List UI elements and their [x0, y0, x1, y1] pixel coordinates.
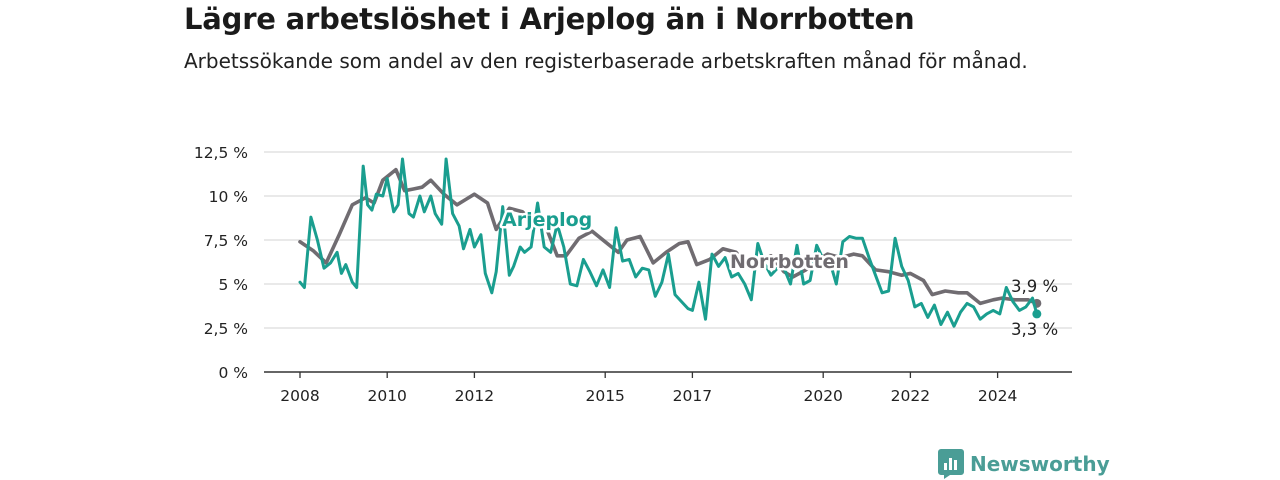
endpoint-arjeplog — [1032, 309, 1042, 319]
end-value-norrbotten: 3,9 % — [1011, 277, 1058, 296]
series-labels: Arjeplog Norrbotten 3,9 % 3,3 % — [500, 207, 1059, 340]
y-tick-label: 2,5 % — [204, 320, 248, 338]
x-axis: 2008 2010 2012 2015 2017 2020 2022 2024 — [264, 371, 1072, 405]
y-tick-label: 12,5 % — [194, 144, 248, 162]
series-label-arjeplog: Arjeplog — [502, 209, 592, 231]
y-tick-label: 5 % — [218, 276, 248, 294]
y-tick-label: 0 % — [218, 364, 248, 382]
x-tick-label: 2022 — [891, 387, 930, 405]
x-tick-label: 2024 — [978, 387, 1017, 405]
newsworthy-logo-icon — [938, 449, 964, 479]
chart-title: Lägre arbetslöshet i Arjeplog än i Norrb… — [184, 2, 915, 36]
x-tick-label: 2008 — [280, 387, 319, 405]
series-label-norrbotten: Norrbotten — [730, 251, 849, 273]
brand-name: Newsworthy — [970, 452, 1110, 476]
y-tick-label: 10 % — [209, 188, 248, 206]
end-value-arjeplog: 3,3 % — [1011, 320, 1058, 339]
x-tick-label: 2020 — [803, 387, 842, 405]
x-tick-label: 2010 — [367, 387, 406, 405]
series-line-norrbotten — [298, 167, 1039, 306]
y-axis-ticks: 0 % 2,5 % 5 % 7,5 % 10 % 12,5 % — [194, 144, 248, 382]
series-line-arjeplog — [298, 157, 1039, 328]
x-tick-label: 2012 — [455, 387, 494, 405]
series-lines — [298, 157, 1042, 328]
y-tick-label: 7,5 % — [204, 232, 248, 250]
newsworthy-brand[interactable]: Newsworthy — [938, 449, 1110, 479]
x-tick-label: 2015 — [585, 387, 624, 405]
chart-subtitle: Arbetssökande som andel av den registerb… — [184, 49, 1028, 73]
x-tick-label: 2017 — [673, 387, 712, 405]
